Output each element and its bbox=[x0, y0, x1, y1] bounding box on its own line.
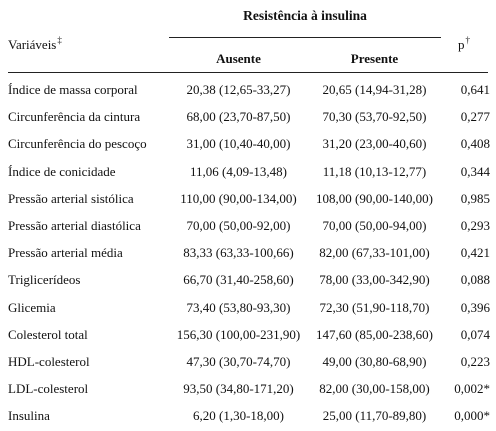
variables-label: Variáveis bbox=[8, 37, 57, 52]
p-value: 0,421 bbox=[460, 245, 490, 261]
table-row: Insulina 6,20 (1,30-18,00) 25,00 (11,70-89… bbox=[0, 404, 496, 431]
table-row: LDL-colesterol 93,50 (34,80-171,20) 82,00 … bbox=[0, 377, 496, 404]
variables-header: Variáveis‡ bbox=[8, 35, 62, 53]
absent-value: 110,00 (90,00-134,00) bbox=[180, 190, 297, 206]
present-value: 72,30 (51,90-118,70) bbox=[319, 299, 430, 315]
table-row: Glicemia 73,40 (53,80-93,30) 72,30 (51,90-… bbox=[0, 296, 496, 323]
present-value: 108,00 (90,00-140,00) bbox=[316, 190, 433, 206]
variable-name: Índice de conicidade bbox=[8, 163, 116, 179]
absent-value: 6,20 (1,30-18,00) bbox=[193, 408, 284, 424]
p-value-label: p bbox=[458, 37, 465, 52]
variable-name: Índice de massa corporal bbox=[8, 82, 138, 97]
p-value: 0,293 bbox=[460, 217, 490, 233]
column-header-present: Presente bbox=[350, 51, 399, 66]
present-value: 49,00 (30,80-68,90) bbox=[322, 353, 427, 369]
table-row: Colesterol total 156,30 (100,00-231,90) 14… bbox=[0, 323, 496, 350]
absent-value: 70,00 (50,00-92,00) bbox=[186, 217, 291, 233]
table-row: Circunferência da cintura 68,00 (23,70-87… bbox=[0, 105, 496, 132]
variable-name: Insulina bbox=[8, 408, 50, 424]
variable-name: LDL-colesterol bbox=[8, 381, 89, 397]
absent-value: 156,30 (100,00-231,90) bbox=[176, 326, 301, 342]
absent-value: 11,06 (4,09-13,48) bbox=[189, 163, 287, 179]
present-value: 147,60 (85,00-238,60) bbox=[316, 326, 433, 342]
present-value: 25,00 (11,70-89,80) bbox=[322, 408, 427, 424]
p-value: 0,641 bbox=[460, 82, 490, 97]
present-value: 70,00 (50,00-94,00) bbox=[322, 217, 427, 233]
present-value: 70,30 (53,70-92,50) bbox=[322, 109, 427, 125]
p-value: 0,088 bbox=[460, 272, 490, 288]
absent-value: 31,00 (10,40-40,00) bbox=[186, 136, 291, 152]
table-row: Índice de massa corporal 20,38 (12,65-33,… bbox=[0, 78, 496, 105]
variable-name: Triglicerídeos bbox=[8, 272, 81, 288]
variable-name: Pressão arterial diastólica bbox=[8, 217, 141, 233]
p-value: 0,985 bbox=[460, 190, 490, 206]
variable-name: Circunferência da cintura bbox=[8, 109, 141, 125]
variable-name: Colesterol total bbox=[8, 326, 88, 342]
present-value: 78,00 (33,00-342,90) bbox=[319, 272, 430, 288]
absent-value: 20,38 (12,65-33,27) bbox=[186, 82, 291, 97]
absent-value: 83,33 (63,33-100,66) bbox=[183, 245, 294, 261]
table-row: Pressão arterial média 83,33 (63,33-100,6… bbox=[0, 241, 496, 268]
group-divider bbox=[169, 37, 441, 38]
present-value: 20,65 (14,94-31,28) bbox=[322, 82, 427, 97]
p-value: 0,344 bbox=[460, 163, 490, 179]
variable-name: Circunferência do pescoço bbox=[8, 136, 147, 152]
header-divider bbox=[8, 72, 488, 73]
absent-value: 93,50 (34,80-171,20) bbox=[183, 381, 294, 397]
table-row: Pressão arterial diastólica 70,00 (50,00-… bbox=[0, 214, 496, 241]
column-header-absent: Ausente bbox=[216, 51, 261, 66]
table-row: Triglicerídeos 66,70 (31,40-258,60) 78,00 … bbox=[0, 268, 496, 295]
variable-name: HDL-colesterol bbox=[8, 353, 90, 369]
table-row: Índice de conicidade 11,06 (4,09-13,48) 11… bbox=[0, 160, 496, 187]
absent-value: 73,40 (53,80-93,30) bbox=[186, 299, 291, 315]
variable-name: Glicemia bbox=[8, 299, 56, 315]
present-value: 82,00 (67,33-101,00) bbox=[319, 245, 430, 261]
absent-value: 47,30 (30,70-74,70) bbox=[186, 353, 291, 369]
p-value-header: p† bbox=[458, 35, 470, 53]
p-value: 0,223 bbox=[460, 353, 490, 369]
p-value-footnote-mark: † bbox=[465, 35, 471, 45]
variable-name: Pressão arterial média bbox=[8, 245, 123, 261]
p-value: 0,277 bbox=[460, 109, 490, 125]
table-row: Pressão arterial sistólica 110,00 (90,00-… bbox=[0, 187, 496, 214]
absent-value: 66,70 (31,40-258,60) bbox=[183, 272, 294, 288]
table-row: Circunferência do pescoço 31,00 (10,40-40… bbox=[0, 132, 496, 159]
p-value: 0,408 bbox=[460, 136, 490, 152]
variables-footnote-mark: ‡ bbox=[57, 35, 62, 45]
present-value: 11,18 (10,13-12,77) bbox=[322, 163, 427, 179]
p-value: 0,396 bbox=[460, 299, 490, 315]
p-value: 0,002* bbox=[454, 381, 490, 397]
present-value: 82,00 (30,00-158,00) bbox=[319, 381, 430, 397]
present-value: 31,20 (23,00-40,60) bbox=[322, 136, 427, 152]
variable-name: Pressão arterial sistólica bbox=[8, 190, 134, 206]
p-value: 0,074 bbox=[460, 326, 490, 342]
group-title: Resistência à insulina bbox=[243, 8, 367, 23]
p-value: 0,000* bbox=[454, 408, 490, 424]
table-body: Índice de massa corporal 20,38 (12,65-33,… bbox=[0, 78, 496, 431]
absent-value: 68,00 (23,70-87,50) bbox=[186, 109, 291, 125]
table-row: HDL-colesterol 47,30 (30,70-74,70) 49,00 (… bbox=[0, 350, 496, 377]
